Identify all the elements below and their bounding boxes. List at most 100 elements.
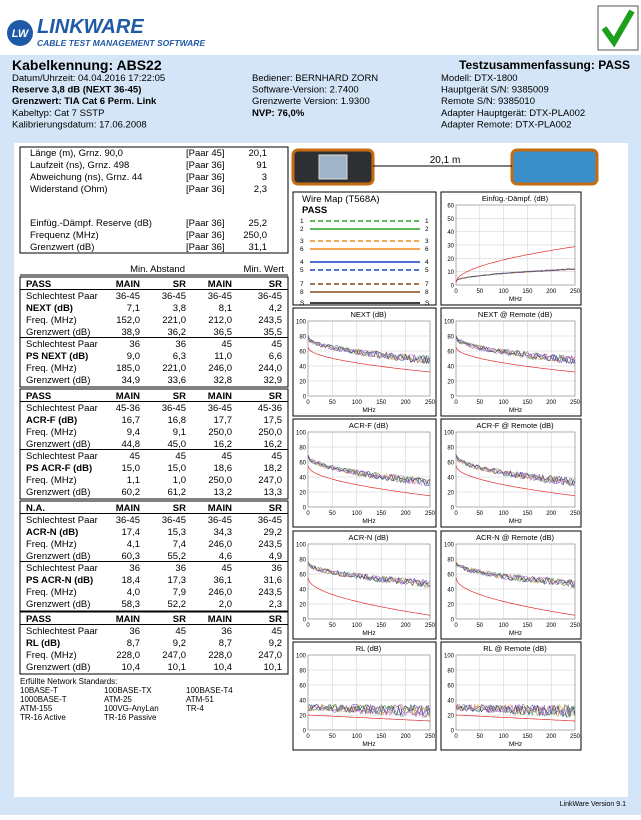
- y-tick-label: 40: [447, 588, 454, 594]
- cell: MAIN: [208, 503, 232, 514]
- trace: [307, 335, 431, 365]
- x-tick-label: 0: [306, 623, 310, 629]
- row-label: Grenzwert (dB): [26, 662, 90, 673]
- cell: 36-45: [208, 515, 232, 526]
- y-tick-label: 0: [451, 506, 455, 512]
- x-axis-label: MHz: [362, 518, 375, 525]
- row-label: Schlechtest Paar: [26, 515, 98, 526]
- y-tick-label: 80: [447, 669, 454, 675]
- x-axis-label: MHz: [362, 741, 375, 748]
- cell: 243,5: [258, 587, 282, 598]
- cell: 9,4: [127, 427, 140, 438]
- x-tick-label: 200: [546, 623, 557, 629]
- summary-label: Einfüg.-Dämpf. Reserve (dB): [30, 218, 152, 229]
- pin: 1: [300, 218, 304, 225]
- x-tick-label: 50: [476, 623, 483, 629]
- trace: [307, 704, 431, 718]
- cell: 228,0: [116, 650, 140, 661]
- cell: 17,3: [168, 575, 187, 586]
- cell: 221,0: [162, 363, 186, 374]
- row-label: PASS: [26, 279, 51, 290]
- x-tick-label: 200: [546, 511, 557, 517]
- summary-value: 25,2: [249, 218, 268, 229]
- y-tick-label: 20: [447, 380, 454, 386]
- pin: 8: [425, 289, 429, 296]
- y-tick-label: 80: [447, 558, 454, 564]
- x-tick-label: 0: [454, 289, 458, 295]
- cell: SR: [269, 503, 282, 514]
- x-tick-label: 150: [522, 623, 533, 629]
- cell: 13,3: [264, 487, 283, 498]
- y-tick-label: 60: [447, 461, 454, 467]
- standard: TR-16 Passive: [104, 713, 157, 722]
- cell: SR: [269, 614, 282, 625]
- cell: MAIN: [116, 279, 140, 290]
- cell: SR: [269, 279, 282, 290]
- cell: 228,0: [208, 650, 232, 661]
- x-tick-label: 150: [522, 289, 533, 295]
- chart-box: [292, 530, 437, 640]
- limit-line: [307, 347, 431, 373]
- y-tick-label: 100: [296, 543, 307, 549]
- y-tick-label: 60: [299, 350, 306, 356]
- cell: 36-45: [208, 291, 232, 302]
- summary: Testzusammenfassung: PASS: [459, 58, 630, 72]
- row-label: Schlechtest Paar: [26, 339, 98, 350]
- cell: 7,9: [173, 587, 186, 598]
- y-tick-label: 80: [299, 669, 306, 675]
- chart-box: [292, 418, 437, 528]
- cell: 45: [175, 626, 186, 637]
- cell: 1,1: [127, 475, 140, 486]
- y-tick-label: 40: [299, 588, 306, 594]
- cell: 32,8: [214, 375, 233, 386]
- cell: 6,3: [173, 351, 186, 362]
- cell: 45: [221, 339, 232, 350]
- cell: 45-36: [258, 403, 282, 414]
- trace: [307, 561, 431, 589]
- cell: 16,7: [122, 415, 141, 426]
- cell: 36-45: [258, 291, 282, 302]
- summary-pair: [Paar 45]: [186, 148, 225, 159]
- cell: 36,2: [168, 327, 187, 338]
- trace: [455, 337, 576, 364]
- x-tick-label: 100: [499, 734, 510, 740]
- summary-pair: [Paar 36]: [186, 218, 225, 229]
- header-band: [0, 0, 641, 55]
- cell: 247,0: [258, 650, 282, 661]
- x-tick-label: 0: [454, 511, 458, 517]
- plot-frame: [455, 654, 576, 731]
- section-box: [19, 388, 289, 500]
- cell: 15,3: [168, 527, 187, 538]
- pin: 2: [425, 226, 429, 233]
- cell: 2,3: [269, 599, 282, 610]
- limit-line: [455, 246, 576, 283]
- pin: S: [425, 300, 430, 307]
- cell: 60,2: [122, 487, 141, 498]
- info-line: Hauptgerät S/N: 9385009: [441, 85, 549, 96]
- cell: 17,7: [214, 415, 233, 426]
- limit-line: [455, 714, 576, 722]
- standard: 100BASE-TX: [104, 686, 152, 695]
- row-label: PASS: [26, 614, 51, 625]
- cell: 6,6: [269, 351, 282, 362]
- summary-value: 250,0: [243, 230, 267, 241]
- summary-value: 91: [256, 160, 267, 171]
- x-tick-label: 100: [352, 623, 363, 629]
- x-tick-label: 100: [499, 623, 510, 629]
- x-tick-label: 50: [329, 623, 336, 629]
- row-label: Freq. (MHz): [26, 650, 77, 661]
- row-label: Freq. (MHz): [26, 475, 77, 486]
- row-label: Freq. (MHz): [26, 539, 77, 550]
- row-label: Freq. (MHz): [26, 587, 77, 598]
- x-tick-label: 250: [570, 289, 581, 295]
- cell: 45: [271, 339, 282, 350]
- y-tick-label: 80: [447, 335, 454, 341]
- x-tick-label: 250: [570, 734, 581, 740]
- cell: 250,0: [208, 427, 232, 438]
- summary-pair: [Paar 36]: [186, 242, 225, 253]
- y-tick-label: 20: [299, 603, 306, 609]
- cell: 44,8: [122, 439, 141, 450]
- x-tick-label: 100: [499, 400, 510, 406]
- summary-pair: [Paar 36]: [186, 184, 225, 195]
- cell: MAIN: [116, 391, 140, 402]
